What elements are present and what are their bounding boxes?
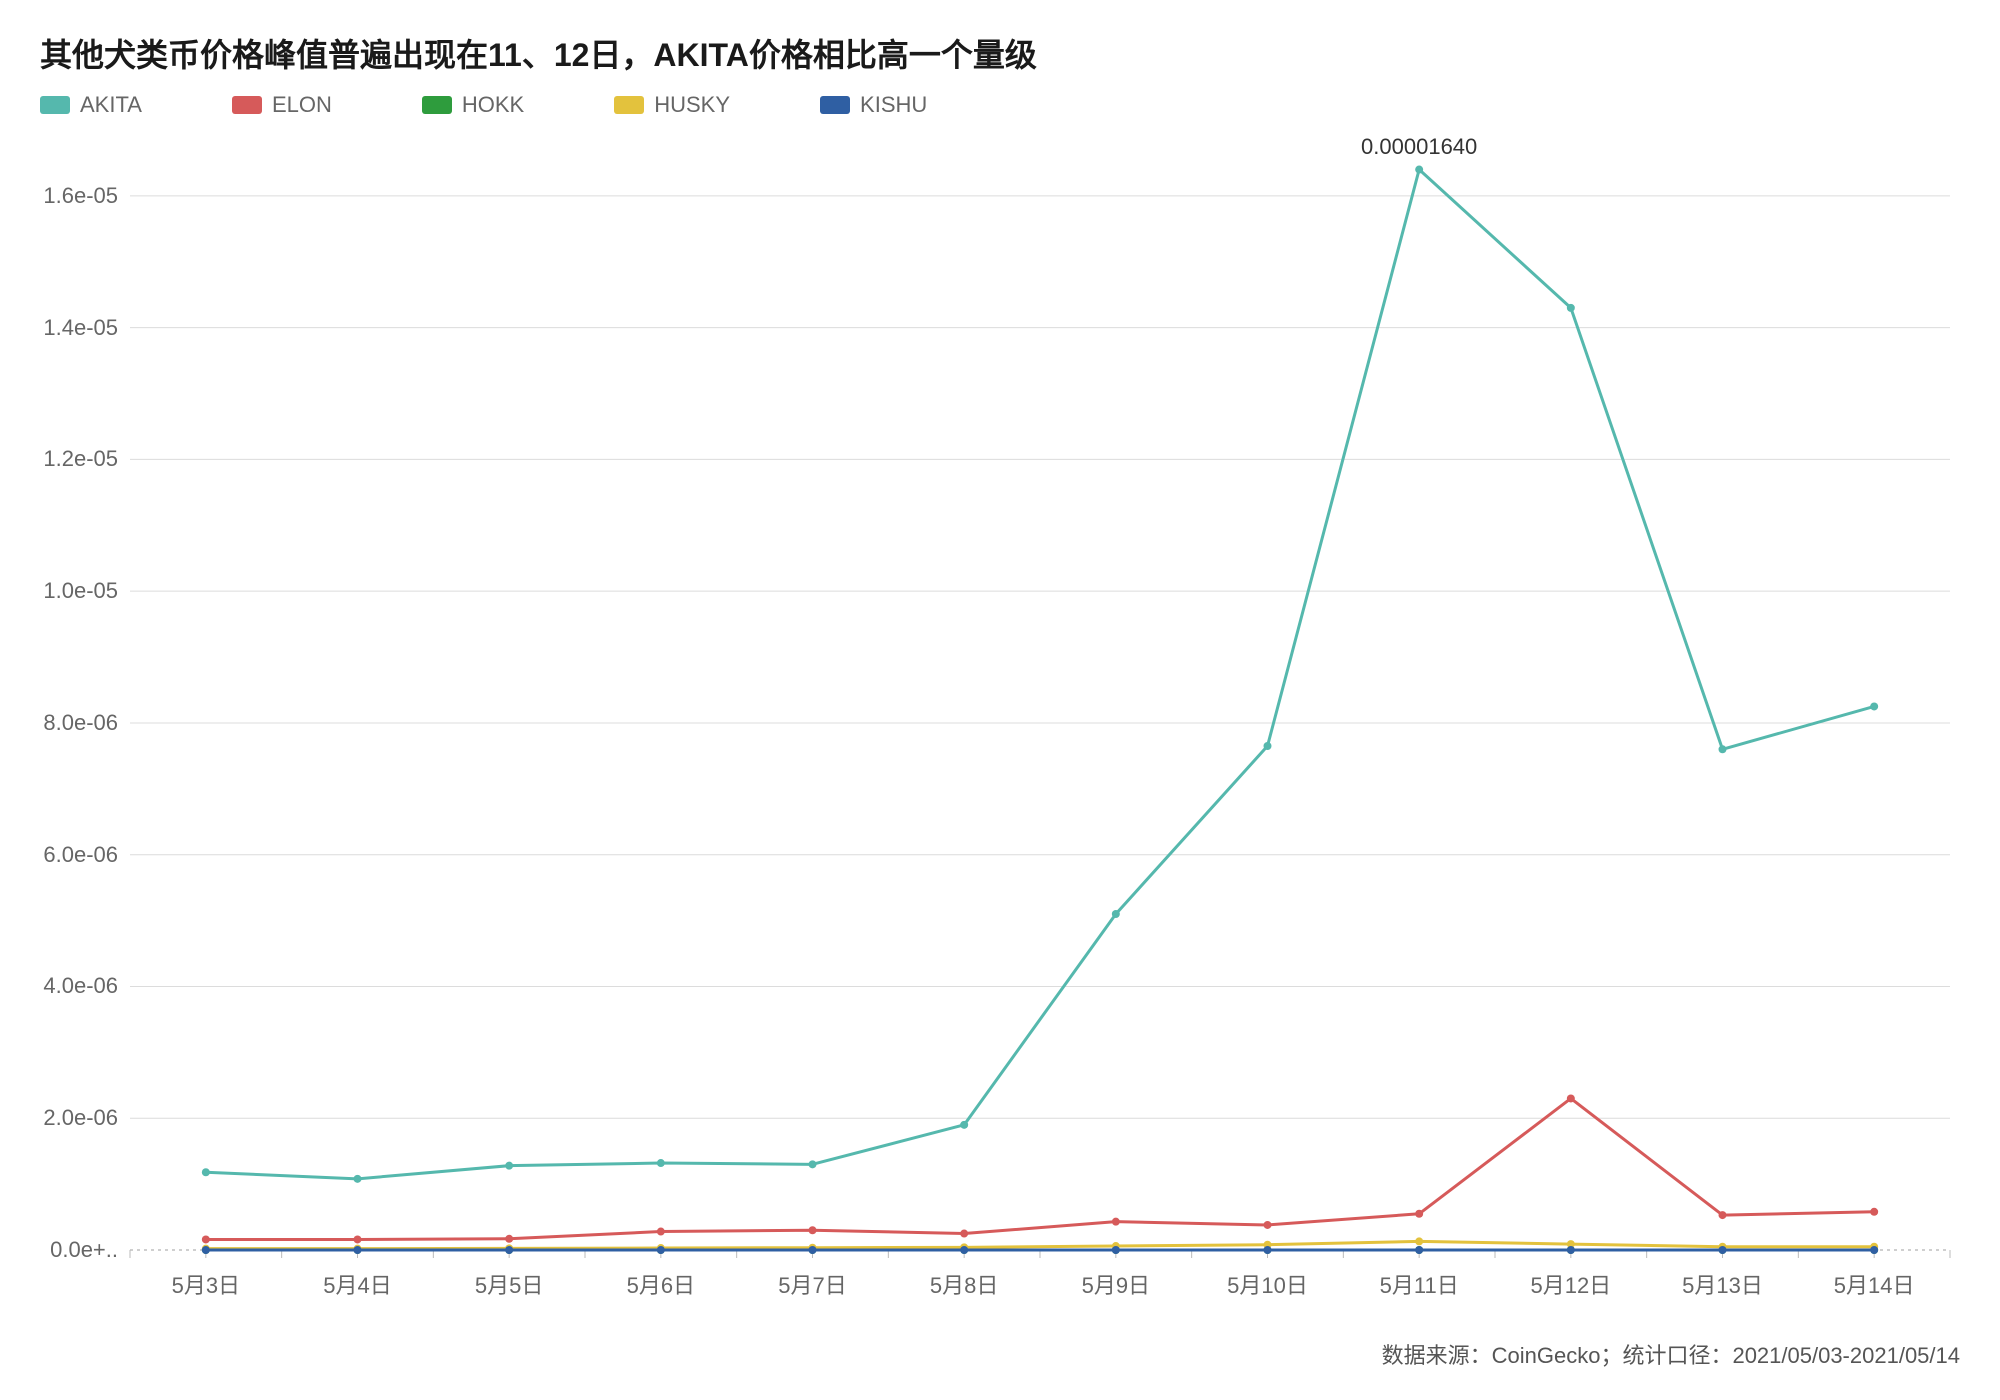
series-marker bbox=[1415, 1237, 1423, 1245]
x-tick-label: 5月12日 bbox=[1530, 1268, 1611, 1300]
x-tick-label: 5月7日 bbox=[778, 1268, 846, 1300]
series-marker bbox=[505, 1235, 513, 1243]
series-marker bbox=[1567, 304, 1575, 312]
series-marker bbox=[1567, 1094, 1575, 1102]
series-marker bbox=[809, 1246, 817, 1254]
legend-label: AKITA bbox=[80, 92, 142, 118]
x-tick-label: 5月13日 bbox=[1682, 1268, 1763, 1300]
y-tick-label: 1.0e-05 bbox=[43, 578, 118, 604]
series-marker bbox=[202, 1168, 210, 1176]
x-tick-label: 5月9日 bbox=[1082, 1268, 1150, 1300]
series-marker bbox=[1415, 166, 1423, 174]
plot-svg bbox=[130, 130, 1950, 1250]
y-tick-label: 6.0e-06 bbox=[43, 842, 118, 868]
legend-swatch bbox=[422, 96, 452, 114]
y-tick-label: 0.0e+.. bbox=[50, 1237, 118, 1263]
series-marker bbox=[657, 1246, 665, 1254]
series-marker bbox=[960, 1246, 968, 1254]
legend-item-kishu[interactable]: KISHU bbox=[820, 92, 927, 118]
legend-item-elon[interactable]: ELON bbox=[232, 92, 332, 118]
legend-swatch bbox=[40, 96, 70, 114]
x-tick-label: 5月8日 bbox=[930, 1268, 998, 1300]
legend-label: HOKK bbox=[462, 92, 524, 118]
series-line-akita bbox=[206, 170, 1874, 1179]
x-tick-label: 5月10日 bbox=[1227, 1268, 1308, 1300]
series-marker bbox=[960, 1230, 968, 1238]
series-marker bbox=[1870, 1208, 1878, 1216]
series-marker bbox=[1415, 1210, 1423, 1218]
legend-item-hokk[interactable]: HOKK bbox=[422, 92, 524, 118]
series-marker bbox=[1870, 1246, 1878, 1254]
series-marker bbox=[1264, 1221, 1272, 1229]
legend: AKITA ELON HOKK HUSKY KISHU bbox=[40, 92, 927, 118]
series-marker bbox=[202, 1235, 210, 1243]
y-tick-label: 1.4e-05 bbox=[43, 315, 118, 341]
series-marker bbox=[354, 1235, 362, 1243]
series-marker bbox=[1415, 1246, 1423, 1254]
series-marker bbox=[1264, 1246, 1272, 1254]
x-tick-label: 5月11日 bbox=[1380, 1268, 1459, 1300]
x-tick-label: 5月4日 bbox=[323, 1268, 391, 1300]
y-tick-label: 8.0e-06 bbox=[43, 710, 118, 736]
legend-swatch bbox=[820, 96, 850, 114]
chart-container: 其他犬类币价格峰值普遍出现在11、12日，AKITA价格相比高一个量级 AKIT… bbox=[0, 0, 2000, 1400]
series-marker bbox=[1112, 910, 1120, 918]
data-annotation: 0.00001640 bbox=[1361, 134, 1477, 160]
legend-item-akita[interactable]: AKITA bbox=[40, 92, 142, 118]
series-marker bbox=[657, 1159, 665, 1167]
series-marker bbox=[1719, 1246, 1727, 1254]
series-marker bbox=[505, 1162, 513, 1170]
series-marker bbox=[1719, 745, 1727, 753]
series-marker bbox=[1112, 1246, 1120, 1254]
series-marker bbox=[1112, 1218, 1120, 1226]
chart-title: 其他犬类币价格峰值普遍出现在11、12日，AKITA价格相比高一个量级 bbox=[40, 30, 1037, 76]
series-line-husky bbox=[206, 1241, 1874, 1248]
series-marker bbox=[1264, 742, 1272, 750]
plot-area bbox=[130, 130, 1950, 1250]
series-marker bbox=[354, 1175, 362, 1183]
y-tick-label: 1.2e-05 bbox=[43, 446, 118, 472]
x-tick-label: 5月14日 bbox=[1834, 1268, 1915, 1300]
x-tick-label: 5月5日 bbox=[475, 1268, 543, 1300]
x-tick-label: 5月6日 bbox=[627, 1268, 695, 1300]
x-tick-label: 5月3日 bbox=[172, 1268, 240, 1300]
series-marker bbox=[1870, 702, 1878, 710]
legend-label: HUSKY bbox=[654, 92, 730, 118]
legend-swatch bbox=[614, 96, 644, 114]
series-marker bbox=[202, 1246, 210, 1254]
series-marker bbox=[809, 1160, 817, 1168]
legend-item-husky[interactable]: HUSKY bbox=[614, 92, 730, 118]
chart-footer: 数据来源：CoinGecko；统计口径：2021/05/03-2021/05/1… bbox=[1382, 1338, 1960, 1370]
series-marker bbox=[354, 1246, 362, 1254]
legend-label: KISHU bbox=[860, 92, 927, 118]
y-tick-label: 2.0e-06 bbox=[43, 1105, 118, 1131]
series-marker bbox=[960, 1121, 968, 1129]
series-marker bbox=[505, 1246, 513, 1254]
series-marker bbox=[1719, 1211, 1727, 1219]
y-tick-label: 4.0e-06 bbox=[43, 973, 118, 999]
series-marker bbox=[1567, 1246, 1575, 1254]
series-marker bbox=[657, 1228, 665, 1236]
legend-label: ELON bbox=[272, 92, 332, 118]
legend-swatch bbox=[232, 96, 262, 114]
y-tick-label: 1.6e-05 bbox=[43, 183, 118, 209]
series-marker bbox=[809, 1226, 817, 1234]
